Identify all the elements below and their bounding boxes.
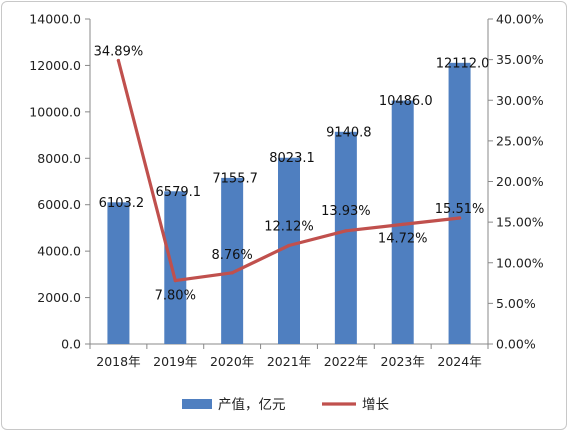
left-tick-label: 14000.0 bbox=[29, 12, 81, 27]
bar bbox=[391, 100, 414, 344]
right-tick-label: 40.00% bbox=[496, 12, 544, 27]
growth-point bbox=[173, 279, 177, 283]
left-tick-label: 8000.0 bbox=[37, 151, 81, 166]
x-tick-label: 2023年 bbox=[381, 354, 425, 369]
right-tick-label: 35.00% bbox=[496, 52, 544, 67]
bar bbox=[334, 131, 357, 344]
bar bbox=[107, 202, 130, 344]
growth-value-label: 7.80% bbox=[155, 289, 196, 304]
bar bbox=[221, 177, 244, 344]
right-tick-label: 30.00% bbox=[496, 93, 544, 108]
data-labels: 6103.2 6579.1 7155.7 8023.1 9140.8 10486.0 121… bbox=[94, 45, 490, 304]
bar-value-label: 7155.7 bbox=[212, 171, 258, 186]
left-tick-label: 2000.0 bbox=[37, 290, 81, 305]
x-tick-label: 2021年 bbox=[267, 354, 311, 369]
right-tick-label: 25.00% bbox=[496, 133, 544, 148]
bar-value-label: 8023.1 bbox=[269, 151, 315, 166]
bar-value-label: 12112.0 bbox=[436, 56, 490, 71]
left-tick-label: 0.0 bbox=[61, 337, 81, 352]
x-tick-label: 2022年 bbox=[324, 354, 368, 369]
bar-value-label: 9140.8 bbox=[326, 125, 372, 140]
growth-value-label: 12.12% bbox=[264, 220, 314, 235]
x-tick-label: 2020年 bbox=[210, 354, 254, 369]
growth-value-label: 13.93% bbox=[321, 204, 371, 219]
growth-value-label: 14.72% bbox=[378, 231, 428, 246]
x-tick-label: 2024年 bbox=[437, 354, 481, 369]
left-tick-label: 4000.0 bbox=[37, 244, 81, 259]
growth-line bbox=[116, 58, 462, 283]
right-tick-label: 10.00% bbox=[496, 255, 544, 270]
growth-value-label: 34.89% bbox=[94, 45, 144, 60]
right-tick-label: 20.00% bbox=[496, 174, 544, 189]
x-tick-label: 2018年 bbox=[96, 354, 140, 369]
bars bbox=[107, 62, 471, 344]
growth-point bbox=[287, 243, 291, 248]
bar-value-label: 6579.1 bbox=[156, 185, 202, 200]
growth-point bbox=[457, 216, 462, 220]
legend: 产值，亿元 增长 bbox=[182, 397, 389, 413]
right-tick-label: 15.00% bbox=[496, 215, 544, 230]
bar bbox=[278, 157, 300, 344]
right-tick-label: 0.00% bbox=[496, 337, 536, 352]
growth-point bbox=[401, 222, 405, 226]
legend-bar-label: 产值，亿元 bbox=[218, 397, 286, 413]
growth-point bbox=[344, 229, 348, 233]
bar bbox=[164, 191, 187, 344]
legend-line-label: 增长 bbox=[362, 397, 389, 413]
x-tick-label: 2019年 bbox=[153, 354, 197, 369]
growth-value-label: 8.76% bbox=[211, 248, 252, 263]
left-tick-label: 6000.0 bbox=[37, 197, 81, 212]
bar-value-label: 6103.2 bbox=[99, 196, 145, 211]
bar bbox=[448, 62, 471, 344]
right-tick-label: 5.00% bbox=[496, 296, 536, 311]
left-tick-label: 12000.0 bbox=[29, 58, 81, 73]
growth-point bbox=[116, 58, 121, 63]
legend-bar-swatch bbox=[182, 399, 212, 409]
axes: 0.0 2000.0 4000.0 6000.0 8000.0 10000.0 12000.… bbox=[29, 12, 543, 370]
bar-value-label: 10486.0 bbox=[379, 94, 433, 109]
growth-point bbox=[230, 271, 234, 275]
growth-value-label: 15.51% bbox=[435, 202, 485, 217]
left-tick-label: 10000.0 bbox=[29, 104, 81, 119]
